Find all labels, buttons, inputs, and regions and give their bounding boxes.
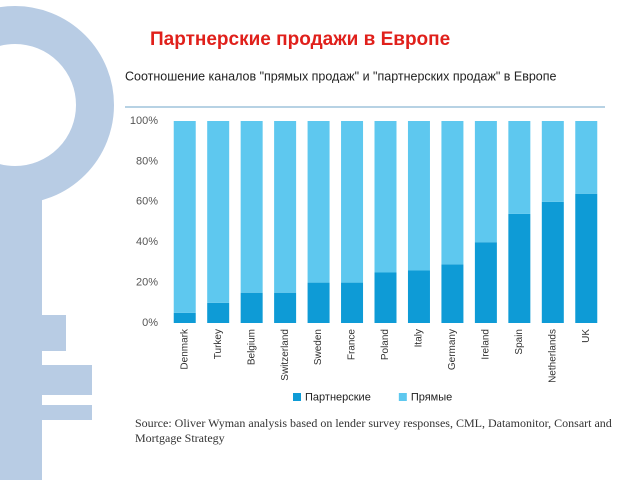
y-tick-label: 80% [136, 155, 158, 167]
key-tooth [42, 365, 92, 395]
bar-segment [307, 282, 330, 323]
y-tick-label: 20% [136, 277, 158, 289]
bar-segment [341, 282, 364, 323]
legend-swatch [398, 393, 407, 401]
bar-segment [508, 121, 531, 214]
x-tick-label: Italy [414, 329, 425, 347]
bar-segment [541, 121, 564, 202]
bar-segment [407, 121, 430, 271]
x-tick-label: Ireland [481, 329, 492, 360]
bar-segment [240, 121, 263, 293]
bar-segment [441, 121, 464, 265]
bar-segment [207, 302, 230, 323]
bar-segment [374, 272, 397, 323]
legend-label: Партнерские [305, 391, 371, 403]
bar-segment [407, 270, 430, 323]
key-stem [0, 180, 42, 480]
key-tooth [42, 405, 92, 420]
bar-segment [274, 292, 297, 323]
y-tick-label: 40% [136, 236, 158, 248]
y-tick-label: 60% [136, 196, 158, 208]
bar-segment [541, 201, 564, 323]
bar-segment [173, 312, 196, 323]
x-tick-label: Switzerland [280, 329, 291, 381]
y-tick-label: 100% [130, 115, 158, 127]
bar-segment [575, 193, 598, 323]
bar-segment [307, 121, 330, 283]
source-note: Source: Oliver Wyman analysis based on l… [135, 416, 612, 445]
key-tooth [42, 315, 66, 351]
bar-segment [240, 292, 263, 323]
bar-segment [374, 121, 397, 273]
bar-segment [575, 121, 598, 194]
x-tick-label: Turkey [213, 329, 224, 359]
x-tick-label: Belgium [246, 329, 257, 365]
x-tick-label: Netherlands [547, 329, 558, 383]
bar-segment [207, 121, 230, 303]
chart-title: Партнерские продажи в Европе [150, 29, 450, 50]
x-tick-label: Germany [447, 329, 458, 370]
y-tick-label: 0% [142, 317, 158, 329]
bar-segment [341, 121, 364, 283]
bar-segment [474, 242, 497, 323]
x-tick-label: Sweden [313, 329, 324, 365]
x-tick-label: France [347, 329, 358, 361]
x-tick-label: UK [581, 329, 592, 343]
key-ring [0, 6, 114, 204]
legend-label: Прямые [411, 391, 452, 403]
x-tick-label: Spain [514, 329, 525, 355]
legend-swatch [293, 393, 301, 401]
bar-segment [441, 264, 464, 323]
bar-segment [508, 213, 531, 323]
key-decoration [0, 6, 114, 480]
x-tick-label: Poland [380, 329, 391, 360]
bar-segment [173, 121, 196, 313]
chart-subtitle: Соотношение каналов "прямых продаж" и "п… [125, 69, 557, 83]
bar-segment [474, 121, 497, 243]
bar-segment [274, 121, 297, 293]
x-tick-label: Denmark [179, 328, 190, 370]
